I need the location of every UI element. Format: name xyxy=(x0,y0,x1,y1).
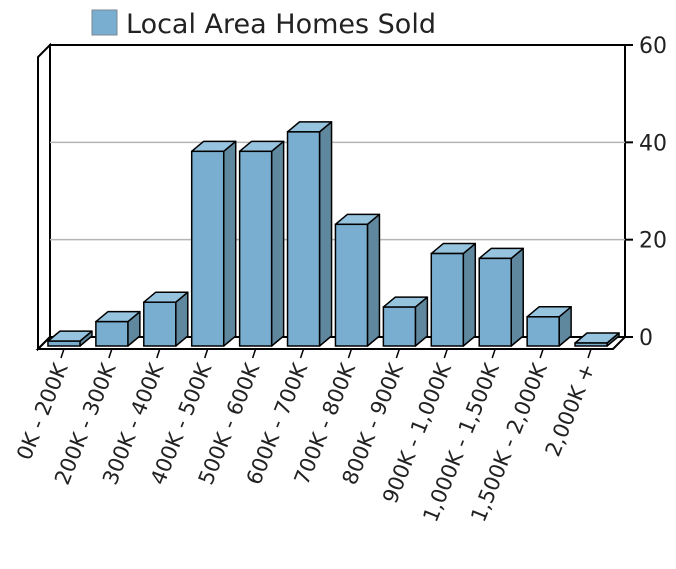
bar-900k-1-000k xyxy=(430,242,477,347)
y-tick-label-0: 0 xyxy=(639,326,653,351)
x-tick xyxy=(60,348,65,359)
chart-legend: Local Area Homes Sold xyxy=(91,9,436,40)
x-tick xyxy=(299,348,305,359)
bar-front-face xyxy=(286,131,321,347)
bar-800k-900k xyxy=(382,296,429,347)
bar-700k-800k xyxy=(334,213,381,347)
bar-front-face xyxy=(143,301,177,347)
x-tick xyxy=(587,348,592,359)
bar-400k-500k xyxy=(190,140,237,347)
bar-500k-600k xyxy=(238,140,285,347)
bar-front-face xyxy=(47,340,81,347)
bar-front-face xyxy=(334,223,369,347)
bar-1-500k-2-000k xyxy=(526,306,572,347)
bar-front-face xyxy=(478,257,512,347)
bar-side-face xyxy=(366,213,381,347)
bar-side-face xyxy=(222,140,237,347)
bar-front-face xyxy=(238,150,273,347)
x-tick-label-2-000k: 2,000K + xyxy=(541,360,600,460)
bar-front-face xyxy=(526,316,560,347)
y-tick-label-40: 40 xyxy=(639,131,667,156)
bar-side-face xyxy=(318,121,333,347)
bar-side-face xyxy=(270,140,285,347)
x-tick xyxy=(251,348,257,359)
bar-600k-700k xyxy=(286,121,333,347)
y-axis: 0 20 40 60 xyxy=(625,34,667,351)
bars xyxy=(47,121,620,347)
x-tick xyxy=(395,348,401,359)
bar-2-000k xyxy=(574,332,620,347)
bar-front-face xyxy=(190,150,225,347)
x-tick xyxy=(443,348,449,359)
bar-300k-400k xyxy=(143,291,189,347)
side-wall xyxy=(37,42,51,352)
legend-label-local-area-homes-sold: Local Area Homes Sold xyxy=(126,9,436,40)
x-tick xyxy=(347,348,353,359)
bar-side-face xyxy=(462,242,477,347)
bar-1-000k-1-500k xyxy=(478,247,524,347)
bar-side-face xyxy=(510,247,524,347)
y-tick-label-20: 20 xyxy=(639,229,667,254)
x-tick xyxy=(203,348,209,359)
bar-200k-300k xyxy=(95,310,141,347)
x-tick xyxy=(108,348,113,359)
legend-swatch xyxy=(91,9,118,36)
bar-front-face xyxy=(430,252,465,347)
bar-front-face xyxy=(574,342,608,347)
x-tick xyxy=(156,348,161,359)
y-tick-label-60: 60 xyxy=(639,34,667,59)
bar-front-face xyxy=(95,320,129,347)
x-tick xyxy=(539,348,544,359)
bar-0k-200k xyxy=(47,330,93,347)
x-tick xyxy=(491,348,496,359)
bar-front-face xyxy=(382,306,417,347)
